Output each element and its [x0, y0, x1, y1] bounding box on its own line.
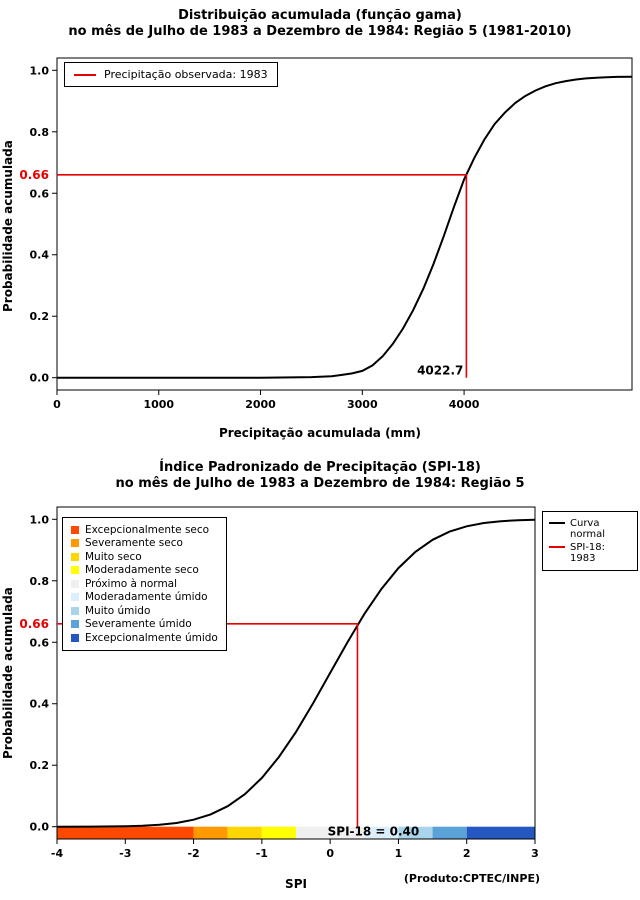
- x-tick-label: 1000: [143, 398, 174, 411]
- y-tick-label: 0.4: [30, 249, 50, 262]
- spi-category-band: [193, 826, 228, 839]
- spi-legend-item: Moderadamente seco: [71, 564, 218, 578]
- chart1-legend-label: Precipitação observada: 1983: [104, 68, 268, 81]
- spi-legend-item-label: Muito úmido: [85, 604, 151, 617]
- x-tick-label: 1: [395, 847, 403, 860]
- chart1-legend: Precipitação observada: 1983: [64, 62, 278, 87]
- spi-legend-item: Moderadamente úmido: [71, 591, 218, 605]
- spi-legend-item-label: Excepcionalmente seco: [85, 523, 210, 536]
- marker-value-label: 4022.7: [417, 364, 463, 378]
- legend-row-normal-curve: Curva normal: [549, 518, 631, 540]
- marker-caption: SPI-18 = 0.40: [328, 825, 420, 839]
- spi-legend-item: Muito úmido: [71, 604, 218, 618]
- y-tick-label: 0.8: [30, 575, 50, 588]
- spi-legend-item-label: Próximo à normal: [85, 577, 178, 590]
- color-swatch: [71, 552, 79, 561]
- x-tick-label: 4000: [449, 398, 480, 411]
- spi-category-band: [364, 826, 399, 839]
- marker-probability-label: 0.66: [19, 617, 49, 631]
- color-swatch: [71, 606, 79, 615]
- observed-marker-line: [57, 623, 359, 827]
- chart2-curves-legend: Curva normal SPI-18: 1983: [542, 511, 638, 571]
- spi-legend-item-label: Moderadamente seco: [85, 564, 199, 577]
- normal-curve-line-sample: [549, 522, 565, 524]
- x-tick-label: 3: [531, 847, 539, 860]
- cdf-curve: [57, 75, 633, 379]
- chart2-y-axis-label: Probabilidade acumulada: [1, 587, 15, 759]
- spi-legend-item: Excepcionalmente seco: [71, 523, 218, 537]
- spi-legend-label: SPI-18: 1983: [570, 542, 606, 564]
- y-tick-label: 0.4: [30, 698, 50, 711]
- spi-legend-item: Muito seco: [71, 550, 218, 564]
- color-swatch: [71, 539, 79, 548]
- legend-row-spi-1983: SPI-18: 1983: [549, 542, 631, 564]
- y-tick-label: 0.6: [30, 187, 50, 200]
- plot-border: [56, 57, 633, 391]
- observed-marker-line: [57, 174, 468, 378]
- spi-legend-item: Severamente úmido: [71, 618, 218, 632]
- x-tick-label: 0: [326, 847, 334, 860]
- spi-legend-item-label: Moderadamente úmido: [85, 591, 208, 604]
- y-tick-label: 0.0: [30, 372, 50, 385]
- spi-category-band: [227, 826, 262, 839]
- source-note: (Produto:CPTEC/INPE): [403, 872, 540, 885]
- x-tick-label: -4: [51, 847, 64, 860]
- y-tick-label: 1.0: [30, 64, 50, 77]
- chart2-x-axis-label: SPI: [285, 877, 307, 891]
- x-tick-label: -3: [119, 847, 131, 860]
- x-tick-label: 2: [463, 847, 471, 860]
- spi-category-band: [57, 826, 194, 839]
- spi-legend-item-label: Muito seco: [85, 550, 142, 563]
- color-swatch: [71, 593, 79, 602]
- x-tick-label: 2000: [245, 398, 276, 411]
- spi-category-band: [432, 826, 467, 839]
- chart1-title-line2: no mês de Julho de 1983 a Dezembro de 19…: [68, 24, 572, 39]
- color-swatch: [71, 633, 79, 642]
- spi-legend-item: Severamente seco: [71, 537, 218, 551]
- y-tick-label: 1.0: [30, 513, 50, 526]
- spi-legend-item-label: Severamente seco: [85, 537, 183, 550]
- spi-legend-item: Excepcionalmente úmido: [71, 631, 218, 645]
- y-tick-label: 0.0: [30, 821, 50, 834]
- chart1-x-axis-label: Precipitação acumulada (mm): [218, 426, 422, 440]
- spi-legend-item-label: Excepcionalmente úmido: [85, 631, 218, 644]
- gamma-cdf-plot: 0 1000 2000 3000 4000 0.0 0.2 0.4 0.6 0.8 1.0 0.66 4…: [19, 57, 633, 411]
- y-tick-label: 0.6: [30, 636, 50, 649]
- spi-legend-item-label: Severamente úmido: [85, 618, 192, 631]
- chart2-title-line2: no mês de Julho de 1983 a Dezembro de 19…: [115, 476, 525, 491]
- x-tick-label: -2: [187, 847, 199, 860]
- spi-line-sample: [549, 546, 565, 548]
- gamma-distribution-chart: Distribuição acumulada (função gama) no …: [1, 8, 633, 440]
- color-swatch: [71, 525, 79, 534]
- x-tick-label: 0: [53, 398, 61, 411]
- x-tick-label: -1: [256, 847, 268, 860]
- chart1-y-axis-label: Probabilidade acumulada: [1, 140, 15, 312]
- chart1-title-line1: Distribuição acumulada (função gama): [178, 8, 462, 23]
- chart2-title-line1: Índice Padronizado de Precipitação (SPI-…: [159, 460, 481, 475]
- plot-border: [56, 506, 536, 840]
- cdf-curve: [56, 518, 536, 828]
- spi-category-band: [261, 826, 296, 839]
- color-swatch: [71, 566, 79, 575]
- x-tick-label: 3000: [347, 398, 378, 411]
- spi-category-band: [398, 826, 433, 839]
- spi-categories-legend: Excepcionalmente seco Severamente seco Mui…: [62, 517, 227, 651]
- y-tick-label: 0.2: [30, 759, 50, 772]
- color-swatch: [71, 579, 79, 588]
- y-tick-label: 0.2: [30, 310, 50, 323]
- color-swatch: [71, 620, 79, 629]
- spi-cdf-plot: -4 -3 -2 -1 0 1 2 3 0.0 0.2 0.4 0.6 0.8 1.0 0.66 SPI-18…: [19, 506, 539, 860]
- spi-category-band: [296, 826, 365, 839]
- spi-category-band: [466, 826, 535, 839]
- marker-probability-label: 0.66: [19, 168, 49, 182]
- observed-line-sample: [74, 73, 96, 76]
- normal-curve-legend-label: Curva normal: [570, 518, 606, 540]
- spi-legend-item: Próximo à normal: [71, 577, 218, 591]
- y-tick-label: 0.8: [30, 126, 50, 139]
- spi-chart: Índice Padronizado de Precipitação (SPI-…: [0, 455, 640, 900]
